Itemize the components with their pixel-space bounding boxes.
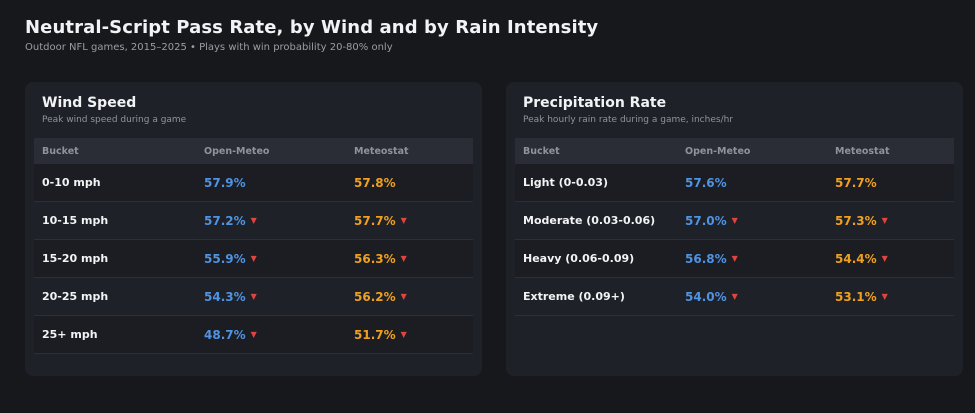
bucket-cell: Heavy (0.06-0.09) <box>523 252 635 265</box>
table-row: 0-10 mph 57.9% 57.8% <box>34 164 473 202</box>
table-row: 25+ mph 48.7% ▼ 51.7% ▼ <box>34 316 473 354</box>
meteostat-value-cell: 56.3% ▼ <box>354 252 473 266</box>
down-arrow-icon: ▼ <box>250 291 257 301</box>
bucket-cell: 25+ mph <box>42 328 98 341</box>
open-meteo-value: 54.3% <box>204 289 246 304</box>
meteostat-value-cell: 57.8% <box>354 176 473 190</box>
bucket-cell: Moderate (0.03-0.06) <box>523 214 656 227</box>
meteostat-value-cell: 56.2% ▼ <box>354 290 473 304</box>
table-row: Extreme (0.09+) 54.0% ▼ 53.1% ▼ <box>515 278 954 316</box>
meteostat-value: 57.8% <box>354 175 396 190</box>
precipitation-rate-card: Precipitation Rate Peak hourly rain rate… <box>506 82 963 376</box>
bucket-cell: 0-10 mph <box>42 176 101 189</box>
table-body: 0-10 mph 57.9% 57.8% 10-15 mph 57.2% ▼ 57.7% ▼ 1… <box>34 164 473 354</box>
down-arrow-icon: ▼ <box>881 215 888 225</box>
column-header-open-meteo: Open-Meteo <box>204 145 270 157</box>
down-arrow-icon: ▼ <box>250 215 257 225</box>
precipitation-table: Bucket Open-Meteo Meteostat Light (0-0.0… <box>515 138 954 316</box>
open-meteo-value: 57.6% <box>685 175 727 190</box>
card-title: Precipitation Rate <box>523 95 667 111</box>
table-row: 10-15 mph 57.2% ▼ 57.7% ▼ <box>34 202 473 240</box>
bucket-cell: 10-15 mph <box>42 214 109 227</box>
down-arrow-icon: ▼ <box>400 215 407 225</box>
meteostat-value-cell: 57.7% <box>835 176 954 190</box>
column-header-meteostat: Meteostat <box>354 145 409 157</box>
meteostat-value: 57.3% <box>835 213 877 228</box>
open-meteo-value-cell: 54.0% ▼ <box>685 290 835 304</box>
down-arrow-icon: ▼ <box>731 253 738 263</box>
meteostat-value: 54.4% <box>835 251 877 266</box>
table-body: Light (0-0.03) 57.6% 57.7% Moderate (0.03-0… <box>515 164 954 316</box>
open-meteo-value-cell: 57.9% <box>204 176 354 190</box>
card-subtitle: Peak wind speed during a game <box>42 115 187 125</box>
down-arrow-icon: ▼ <box>250 329 257 339</box>
table-header: Bucket Open-Meteo Meteostat <box>515 138 954 164</box>
table-row: Heavy (0.06-0.09) 56.8% ▼ 54.4% ▼ <box>515 240 954 278</box>
open-meteo-value-cell: 54.3% ▼ <box>204 290 354 304</box>
open-meteo-value: 57.9% <box>204 175 246 190</box>
meteostat-value: 56.3% <box>354 251 396 266</box>
meteostat-value: 51.7% <box>354 327 396 342</box>
card-subtitle: Peak hourly rain rate during a game, inc… <box>523 115 734 125</box>
meteostat-value: 56.2% <box>354 289 396 304</box>
column-header-bucket: Bucket <box>42 145 79 157</box>
table-row: Moderate (0.03-0.06) 57.0% ▼ 57.3% ▼ <box>515 202 954 240</box>
open-meteo-value: 54.0% <box>685 289 727 304</box>
meteostat-value-cell: 57.3% ▼ <box>835 214 954 228</box>
open-meteo-value-cell: 48.7% ▼ <box>204 328 354 342</box>
table-row: Light (0-0.03) 57.6% 57.7% <box>515 164 954 202</box>
meteostat-value: 57.7% <box>354 213 396 228</box>
table-row: 15-20 mph 55.9% ▼ 56.3% ▼ <box>34 240 473 278</box>
page-subtitle: Outdoor NFL games, 2015–2025 • Plays wit… <box>25 42 393 53</box>
open-meteo-value: 56.8% <box>685 251 727 266</box>
open-meteo-value: 57.2% <box>204 213 246 228</box>
column-header-meteostat: Meteostat <box>835 145 890 157</box>
wind-table: Bucket Open-Meteo Meteostat 0-10 mph 57.9… <box>34 138 473 354</box>
meteostat-value-cell: 54.4% ▼ <box>835 252 954 266</box>
meteostat-value-cell: 57.7% ▼ <box>354 214 473 228</box>
table-row: 20-25 mph 54.3% ▼ 56.2% ▼ <box>34 278 473 316</box>
open-meteo-value-cell: 57.6% <box>685 176 835 190</box>
open-meteo-value: 55.9% <box>204 251 246 266</box>
open-meteo-value: 57.0% <box>685 213 727 228</box>
meteostat-value: 53.1% <box>835 289 877 304</box>
column-header-bucket: Bucket <box>523 145 560 157</box>
card-title: Wind Speed <box>42 95 137 111</box>
down-arrow-icon: ▼ <box>250 253 257 263</box>
down-arrow-icon: ▼ <box>400 291 407 301</box>
meteostat-value-cell: 51.7% ▼ <box>354 328 473 342</box>
open-meteo-value: 48.7% <box>204 327 246 342</box>
down-arrow-icon: ▼ <box>400 329 407 339</box>
bucket-cell: 15-20 mph <box>42 252 109 265</box>
down-arrow-icon: ▼ <box>881 253 888 263</box>
down-arrow-icon: ▼ <box>731 215 738 225</box>
bucket-cell: Extreme (0.09+) <box>523 290 625 303</box>
down-arrow-icon: ▼ <box>400 253 407 263</box>
table-header: Bucket Open-Meteo Meteostat <box>34 138 473 164</box>
down-arrow-icon: ▼ <box>731 291 738 301</box>
meteostat-value-cell: 53.1% ▼ <box>835 290 954 304</box>
open-meteo-value-cell: 56.8% ▼ <box>685 252 835 266</box>
down-arrow-icon: ▼ <box>881 291 888 301</box>
column-header-open-meteo: Open-Meteo <box>685 145 751 157</box>
open-meteo-value-cell: 57.2% ▼ <box>204 214 354 228</box>
open-meteo-value-cell: 57.0% ▼ <box>685 214 835 228</box>
page-title: Neutral-Script Pass Rate, by Wind and by… <box>25 17 599 38</box>
meteostat-value: 57.7% <box>835 175 877 190</box>
bucket-cell: Light (0-0.03) <box>523 176 608 189</box>
bucket-cell: 20-25 mph <box>42 290 109 303</box>
open-meteo-value-cell: 55.9% ▼ <box>204 252 354 266</box>
wind-speed-card: Wind Speed Peak wind speed during a game… <box>25 82 482 376</box>
